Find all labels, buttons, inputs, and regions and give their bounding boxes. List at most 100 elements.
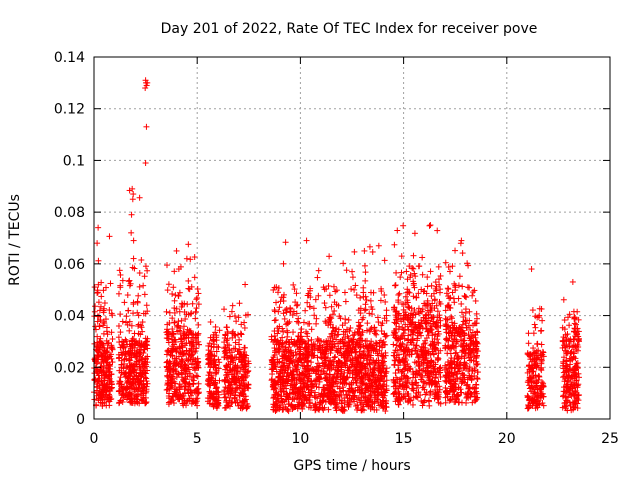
data-point [103,284,110,291]
data-point [307,303,314,310]
data-point [130,377,137,384]
data-point [188,310,195,317]
data-point [207,318,214,325]
data-point [100,367,107,374]
data-point [163,386,170,393]
data-point [95,299,102,306]
data-point [166,309,173,316]
data-point [106,233,113,240]
data-point [143,338,150,345]
data-point [115,290,122,297]
data-point [165,281,172,288]
data-point [138,390,145,397]
data-point [119,338,126,345]
data-point [126,277,133,284]
data-point [121,360,128,367]
data-point [142,374,149,381]
data-point [95,257,102,264]
data-point [107,365,114,372]
data-point [93,360,100,367]
data-point [94,318,101,325]
data-point [106,306,113,313]
data-point [191,274,198,281]
data-point [118,381,125,388]
data-point [131,396,138,403]
data-point [171,305,178,312]
data-point [117,374,124,381]
data-point [134,340,141,347]
data-point [331,307,338,314]
data-point [127,350,134,357]
data-point [138,356,145,363]
data-point [178,317,185,324]
data-point [176,381,183,388]
data-point [229,302,236,309]
data-point [125,391,132,398]
data-point [120,365,127,372]
data-point [133,372,140,379]
data-point [136,269,143,276]
data-point [164,262,171,269]
data-point [117,311,124,318]
data-point [118,369,125,376]
data-point [122,349,129,356]
data-point [308,326,315,333]
data-point [185,277,192,284]
data-point [103,396,110,403]
data-point [143,383,150,390]
data-point [98,293,105,300]
data-point [109,312,116,319]
data-point [117,329,124,336]
data-point [141,361,148,368]
data-point [189,360,196,367]
data-point [94,287,101,294]
data-point [126,282,133,289]
data-point [195,321,202,328]
data-point [91,308,98,315]
data-point [100,322,107,329]
data-point [237,330,244,337]
data-point [163,308,170,315]
data-point [144,353,151,360]
data-point [101,305,108,312]
data-point [134,309,141,316]
data-point [223,324,230,331]
data-point [103,381,110,388]
data-point [142,389,149,396]
data-point [119,342,126,349]
data-point [91,284,98,291]
data-point [136,349,143,356]
data-point [106,391,113,398]
grid [94,57,610,419]
data-point [130,301,137,308]
data-point [97,341,104,348]
data-point [221,306,228,313]
data-point [194,285,201,292]
data-point [129,264,136,271]
data-point [108,378,115,385]
data-point [143,302,150,309]
data-point [236,300,243,307]
data-point [128,361,135,368]
data-point [330,283,337,290]
data-point [118,357,125,364]
data-point [195,290,202,297]
data-point [171,309,178,316]
data-point [139,319,146,326]
data-point [134,298,141,305]
data-point [121,299,128,306]
data-point [102,316,109,323]
data-point [193,296,200,303]
data-point [124,385,131,392]
data-point [169,315,176,322]
data-point [116,388,123,395]
data-point [99,352,106,359]
data-point [142,310,149,317]
data-point [108,395,115,402]
data-point [144,267,151,274]
data-point [138,381,145,388]
data-point [98,360,105,367]
data-point [94,339,101,346]
data-point [189,300,196,307]
data-point [96,349,103,356]
